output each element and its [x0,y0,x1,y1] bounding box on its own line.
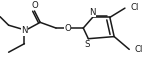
Text: Cl: Cl [130,3,139,12]
Text: O: O [31,1,38,10]
Text: S: S [84,40,90,49]
Text: N: N [21,26,28,35]
Text: Cl: Cl [135,45,143,54]
Text: O: O [64,24,71,33]
Text: N: N [89,8,95,17]
